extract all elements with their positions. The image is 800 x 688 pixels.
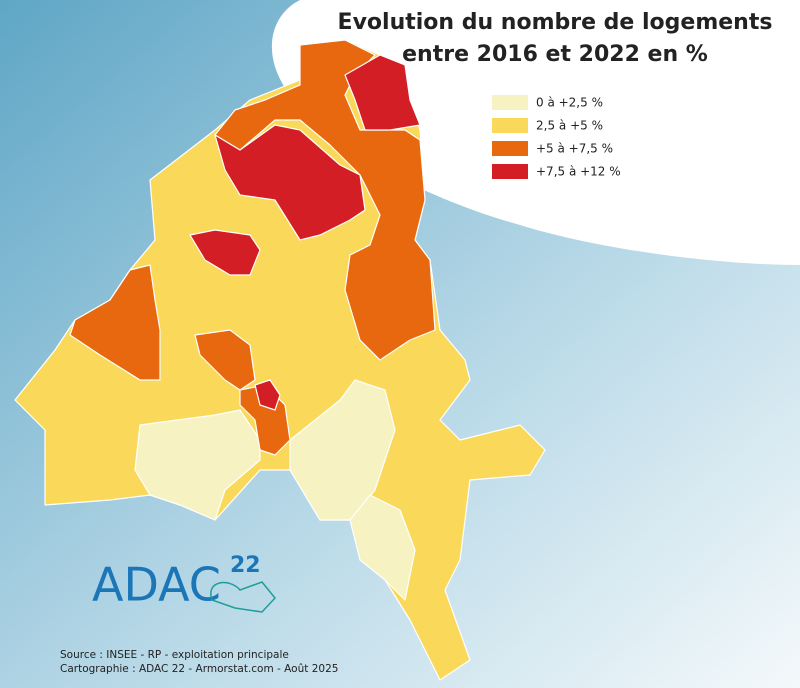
commune [214,124,366,241]
commune [189,229,261,276]
commune [194,329,256,391]
commune [69,264,161,381]
legend-swatch [492,118,528,133]
logo-number: 22 [230,553,261,578]
legend-swatch [492,141,528,156]
legend-label: 2,5 à +5 % [536,119,603,133]
credit: Source : INSEE - RP - exploitation princ… [60,649,289,661]
legend: 0 à +2,5 % 2,5 à +5 % +5 à +7,5 % +7,5 à +1… [492,95,621,179]
title: entre 2016 et 2022 en % [402,42,708,67]
legend-label: +5 à +7,5 % [536,142,613,156]
title: Evolution du nombre de logements [338,10,773,35]
legend-swatch [492,95,528,110]
commune [254,379,281,411]
commune [344,54,421,131]
legend-label: 0 à +2,5 % [536,96,603,110]
logo-shape [210,581,276,613]
legend-label: +7,5 à +12 % [536,165,621,179]
legend-swatch [492,164,528,179]
commune [289,379,396,521]
map [14,39,546,681]
commune [349,494,416,601]
credit: Cartographie : ADAC 22 - Armorstat.com -… [60,663,338,675]
commune [134,409,261,521]
logo-name: ADAC [92,558,221,612]
